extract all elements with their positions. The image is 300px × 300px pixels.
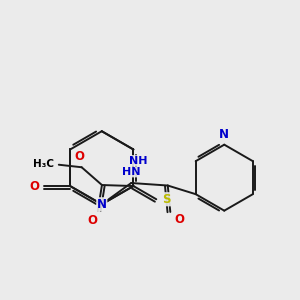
Text: O: O [88, 214, 98, 227]
Text: N: N [219, 128, 229, 141]
Text: S: S [162, 193, 171, 206]
Text: HN: HN [122, 167, 140, 177]
Text: O: O [174, 213, 184, 226]
Text: H₃C: H₃C [33, 159, 54, 169]
Text: NH: NH [129, 156, 148, 166]
Text: O: O [74, 150, 84, 163]
Text: O: O [30, 179, 40, 193]
Text: N: N [97, 198, 107, 211]
